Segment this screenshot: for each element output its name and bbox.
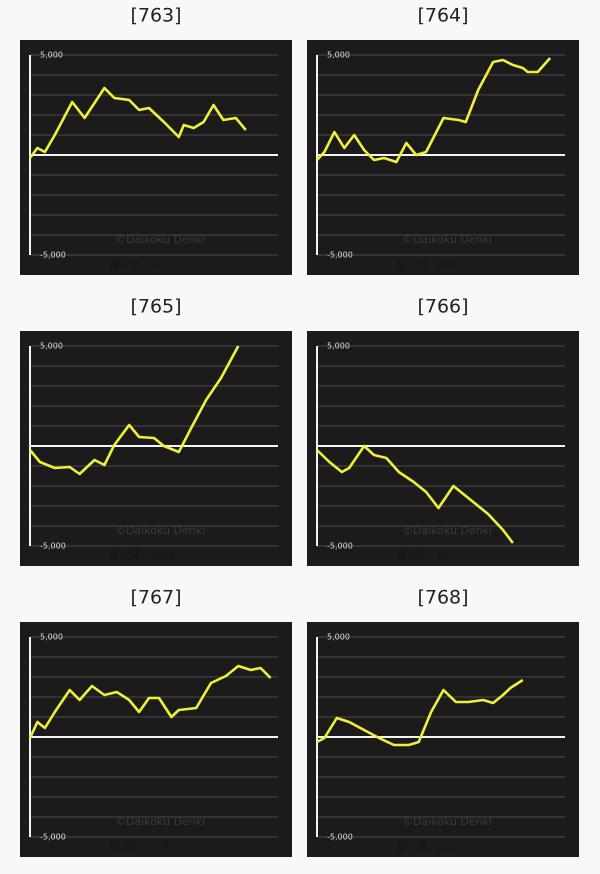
chart-title: [764] (417, 5, 468, 27)
plot-background (20, 40, 292, 275)
max-value-note: 最大値：72 (397, 549, 450, 562)
chart: [768] 5,000 -5,000 ©Daikoku Denki 最大値：2931 (307, 587, 579, 857)
data-line (28, 345, 240, 476)
chart: [763] 5,000 -5,000 ©Daikoku Denki 最大値：3335 (20, 5, 292, 275)
chart: [766] 5,000 -5,000 ©Daikoku Denki 最大値：72 (307, 296, 579, 566)
y-tick-label: -5,000 (327, 542, 353, 551)
chart-title: [765] (130, 296, 181, 318)
y-tick-label: -5,000 (40, 542, 66, 551)
chart-title: [763] (130, 5, 181, 27)
watermark: ©Daikoku Denki (115, 524, 205, 537)
y-tick-label: 5,000 (40, 633, 63, 642)
y-tick-label: 5,000 (327, 342, 350, 351)
data-line (316, 57, 552, 164)
y-tick-label: 5,000 (40, 342, 63, 351)
y-tick-label: -5,000 (327, 833, 353, 842)
chart-title: [768] (417, 587, 468, 609)
max-value-note: 最大値：3586 (110, 840, 175, 853)
plot-background (307, 331, 579, 566)
chart-title: [766] (417, 296, 468, 318)
y-tick-label: 5,000 (327, 51, 350, 60)
max-value-note: 最大値：4890 (397, 258, 462, 271)
data-line (316, 678, 524, 747)
chart: [765] 5,000 -5,000 ©Daikoku Denki 最大値：7580 (20, 296, 292, 566)
plot-background (20, 331, 292, 566)
y-tick-label: -5,000 (40, 251, 66, 260)
y-tick-label: 5,000 (327, 633, 350, 642)
data-line (316, 444, 514, 544)
plot-background (307, 622, 579, 857)
watermark: ©Daikoku Denki (115, 233, 205, 246)
watermark: ©Daikoku Denki (402, 524, 492, 537)
plot-background (20, 622, 292, 857)
y-tick-label: 5,000 (40, 51, 63, 60)
watermark: ©Daikoku Denki (402, 815, 492, 828)
chart-title: [767] (130, 587, 181, 609)
data-line (28, 664, 272, 739)
max-value-note: 最大値：2931 (397, 840, 462, 853)
chart: [764] 5,000 -5,000 ©Daikoku Denki 最大値：4890 (307, 5, 579, 275)
y-tick-label: -5,000 (40, 833, 66, 842)
max-value-note: 最大値：7580 (110, 549, 175, 562)
watermark: ©Daikoku Denki (115, 815, 205, 828)
max-value-note: 最大値：3335 (110, 258, 175, 271)
chart: [767] 5,000 -5,000 ©Daikoku Denki 最大値：3586 (20, 587, 292, 857)
y-tick-label: -5,000 (327, 251, 353, 260)
data-line (28, 86, 247, 159)
watermark: ©Daikoku Denki (402, 233, 492, 246)
plot-background (307, 40, 579, 275)
